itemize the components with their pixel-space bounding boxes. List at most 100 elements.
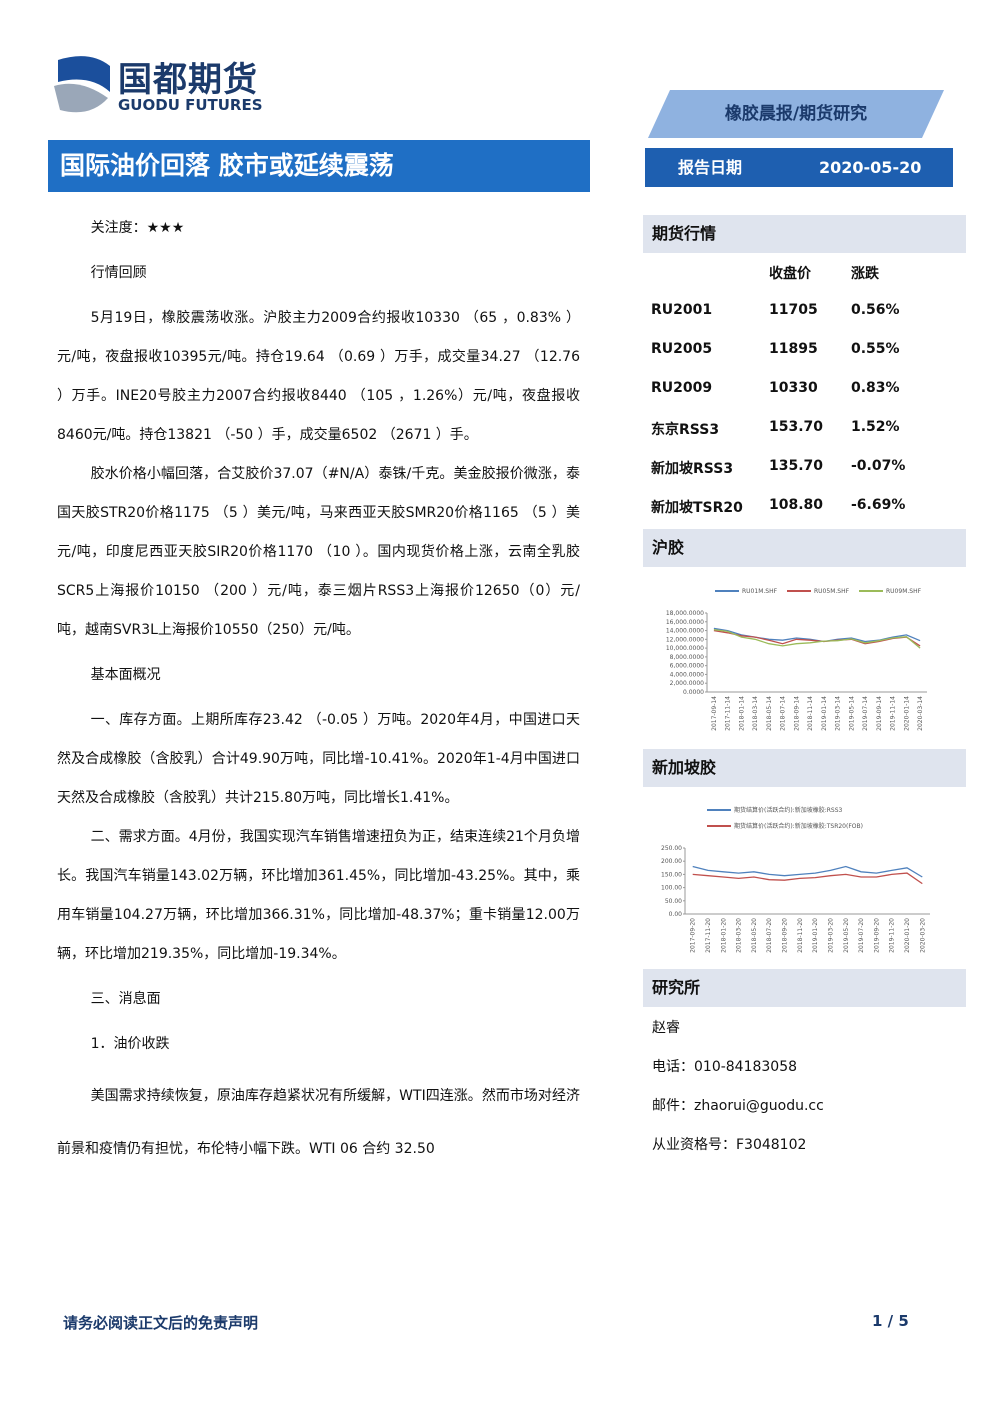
- section-header: 期货行情: [643, 215, 966, 253]
- table-cell: -0.07%: [851, 458, 906, 474]
- x-tick-label: 2017-11-14: [725, 696, 732, 731]
- x-tick-label: 2018-11-14: [807, 696, 814, 731]
- section-header: 研究所: [643, 969, 966, 1007]
- legend-label: RU09M.SHF: [886, 588, 922, 595]
- table-cell: RU2001: [651, 302, 713, 318]
- table-cell: RU2009: [651, 380, 713, 396]
- research-line: 赵睿: [652, 1020, 680, 1036]
- x-tick-label: 2018-03-20: [736, 918, 743, 953]
- x-tick-label: 2019-07-20: [858, 918, 865, 953]
- logo-subtext: GUODU FUTURES: [118, 96, 263, 114]
- paragraph: 基本面概况: [90, 667, 161, 683]
- x-tick-label: 2019-11-20: [889, 918, 896, 953]
- table-cell: RU2005: [651, 341, 713, 357]
- paragraph: 关注度：★★★: [90, 220, 185, 236]
- date-box: 报告日期 2020-05-20: [645, 148, 953, 187]
- x-tick-label: 2019-03-20: [827, 918, 834, 953]
- table-cell: 新加坡RSS3: [651, 461, 734, 477]
- y-tick-label: 2,000.0000: [670, 680, 705, 687]
- x-tick-label: 2018-05-20: [751, 918, 758, 953]
- x-tick-label: 2018-05-14: [766, 696, 773, 731]
- y-tick-label: 0.00: [669, 911, 683, 918]
- report-category: 橡胶晨报/期货研究: [648, 90, 944, 138]
- y-tick-label: 100.00: [661, 885, 682, 892]
- column-header: 涨跌: [851, 266, 879, 282]
- x-tick-label: 2017-09-20: [690, 918, 697, 953]
- y-tick-label: 4,000.0000: [670, 671, 705, 678]
- y-tick-label: 250.00: [661, 845, 682, 852]
- logo-text: 国都期货: [118, 60, 258, 100]
- paragraph: 一、库存方面。上期所库存23.42 （-0.05 ）万吨。2020年4月，中国进…: [57, 712, 580, 806]
- x-tick-label: 2018-01-14: [738, 696, 745, 731]
- paragraph: 二、需求方面。4月份，我国实现汽车销售增速扭负为正，结束连续21个月负增长。我国…: [57, 829, 580, 962]
- research-line: 邮件：zhaorui@guodu.cc: [652, 1098, 824, 1114]
- paragraph: 美国需求持续恢复，原油库存趋紧状况有所缓解，WTI四连涨。然而市场对经济前景和疫…: [57, 1088, 580, 1157]
- x-tick-label: 2020-03-20: [919, 918, 926, 953]
- x-tick-label: 2019-01-20: [812, 918, 819, 953]
- table-cell: 108.80: [769, 497, 824, 513]
- body: 关注度：★★★ 行情回顾 5月19日，橡胶震荡收涨。沪胶主力2009合约报收1033…: [57, 203, 580, 1176]
- table-cell: 153.70: [769, 419, 824, 435]
- report-title: 国际油价回落 胶市或延续震荡: [48, 140, 590, 192]
- table-cell: -6.69%: [851, 497, 906, 513]
- x-tick-label: 2019-03-14: [835, 696, 842, 731]
- page-number: 1 / 5: [872, 1312, 909, 1330]
- x-tick-label: 2018-03-14: [752, 696, 759, 731]
- legend-label: 期货结算价(活跃合约):新加坡橡胶:RSS3: [734, 806, 843, 814]
- date-value: 2020-05-20: [819, 158, 922, 177]
- x-tick-label: 2020-01-14: [903, 696, 910, 731]
- x-tick-label: 2017-11-20: [705, 918, 712, 953]
- table-cell: 东京RSS3: [651, 422, 720, 438]
- research-line: 从业资格号：F3048102: [652, 1137, 807, 1153]
- x-tick-label: 2018-07-14: [780, 696, 787, 731]
- y-tick-label: 18,000.0000: [666, 610, 704, 617]
- x-tick-label: 2019-09-14: [876, 696, 883, 731]
- table-cell: 135.70: [769, 458, 824, 474]
- y-tick-label: 8,000.0000: [670, 654, 705, 661]
- x-tick-label: 2019-09-20: [873, 918, 880, 953]
- x-tick-label: 2018-11-20: [797, 918, 804, 953]
- y-tick-label: 200.00: [661, 858, 682, 865]
- x-tick-label: 2019-05-14: [848, 696, 855, 731]
- x-tick-label: 2020-01-20: [904, 918, 911, 953]
- table-cell: 1.52%: [851, 419, 900, 435]
- table-cell: 11705: [769, 302, 818, 318]
- series-line: [692, 872, 923, 885]
- x-tick-label: 2018-09-20: [782, 918, 789, 953]
- x-tick-label: 2018-09-14: [793, 696, 800, 731]
- x-tick-label: 2020-03-14: [917, 696, 924, 731]
- legend-label: RU01M.SHF: [742, 588, 778, 595]
- table-cell: 10330: [769, 380, 818, 396]
- series-line: [692, 865, 923, 878]
- section-header: 新加坡胶: [643, 749, 966, 787]
- logo-icon: [54, 56, 110, 113]
- x-tick-label: 2018-01-20: [720, 918, 727, 953]
- y-tick-label: 50.00: [665, 898, 682, 905]
- disclaimer: 请务必阅读正文后的免责声明: [63, 1314, 259, 1332]
- table-cell: 0.55%: [851, 341, 900, 357]
- paragraph: 胶水价格小幅回落，合艾胶价37.07（#N/A）泰铢/千克。美金胶报价微涨，泰国…: [57, 466, 580, 638]
- x-tick-label: 2017-09-14: [711, 696, 718, 731]
- y-tick-label: 12,000.0000: [666, 636, 704, 643]
- paragraph: 1．油价收跌: [90, 1036, 170, 1052]
- x-tick-label: 2019-01-14: [821, 696, 828, 731]
- date-label: 报告日期: [678, 158, 743, 177]
- table-cell: 0.83%: [851, 380, 900, 396]
- paragraph: 三、消息面: [90, 991, 161, 1007]
- x-tick-label: 2019-05-20: [843, 918, 850, 953]
- column-header: 收盘价: [769, 266, 811, 282]
- legend-label: RU05M.SHF: [814, 588, 850, 595]
- chart: 0.00 50.00 100.00 150.00 200.00 250.00 2017-09…: [661, 806, 930, 953]
- section-header: 沪胶: [643, 529, 966, 567]
- paragraph: 行情回顾: [90, 265, 147, 281]
- series-line: [713, 629, 921, 649]
- y-tick-label: 150.00: [661, 871, 682, 878]
- table-cell: 新加坡TSR20: [651, 500, 743, 516]
- y-tick-label: 16,000.0000: [666, 619, 704, 626]
- y-tick-label: 14,000.0000: [666, 628, 704, 635]
- paragraph: 5月19日，橡胶震荡收涨。沪胶主力2009合约报收10330 （65 ，0.83…: [57, 310, 580, 443]
- y-tick-label: 10,000.0000: [666, 645, 704, 652]
- table-cell: 11895: [769, 341, 818, 357]
